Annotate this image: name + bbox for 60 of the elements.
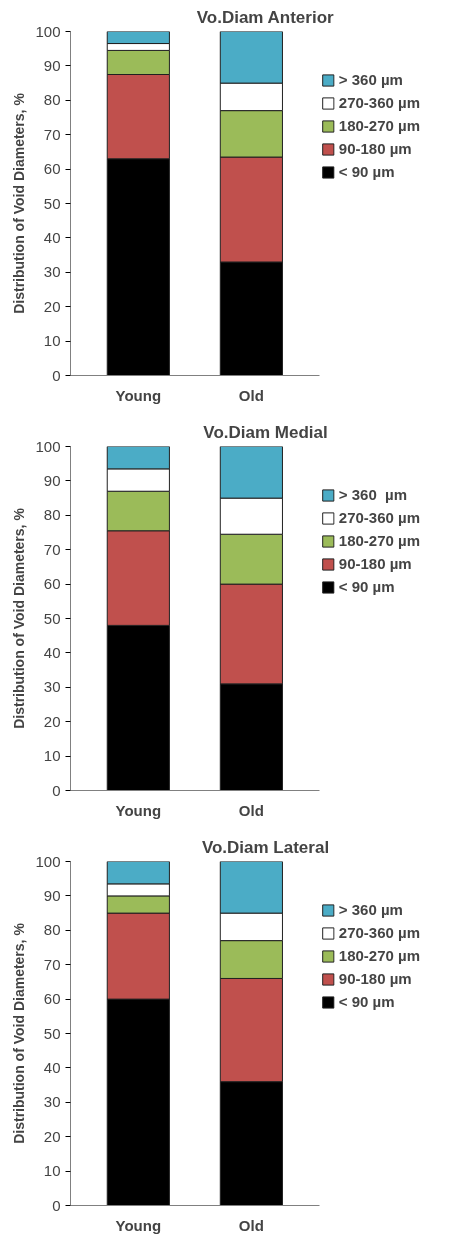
y-tick-label: 90 xyxy=(43,886,61,904)
y-tick-label: 100 xyxy=(35,22,61,40)
y-tick-label: 70 xyxy=(43,540,61,558)
chart-title: Vo.Diam Anterior xyxy=(196,7,335,27)
legend-label: < 90 µm xyxy=(338,578,395,595)
legend-label: < 90 µm xyxy=(338,993,395,1010)
legend-label: > 360 µm xyxy=(338,901,403,918)
y-tick-label: 30 xyxy=(43,1093,61,1111)
y-tick-label: 30 xyxy=(43,678,61,696)
legend-label: 180-270 µm xyxy=(338,532,420,549)
y-tick-label: 40 xyxy=(43,228,61,246)
y-tick-label: 10 xyxy=(43,747,61,765)
y-tick-label: 40 xyxy=(43,1058,61,1076)
y-tick-label: 70 xyxy=(43,125,61,143)
y-tick-label: 40 xyxy=(43,643,61,661)
legend-label: 90-180 µm xyxy=(338,555,412,572)
y-tick-label: 30 xyxy=(43,263,61,281)
y-tick-label: 10 xyxy=(43,1162,61,1180)
legend-label: 270-360 µm xyxy=(338,509,420,526)
y-tick-label: 60 xyxy=(43,990,61,1008)
legend-label: > 360 µm xyxy=(338,486,408,503)
x-tick-label: Old xyxy=(238,1216,264,1234)
y-tick-label: 60 xyxy=(43,575,61,593)
y-tick-label: 0 xyxy=(52,366,61,384)
y-tick-label: 70 xyxy=(43,955,61,973)
x-tick-label: Young xyxy=(115,386,162,404)
chart-title: Vo.Diam Lateral xyxy=(201,837,330,857)
y-tick-label: 90 xyxy=(43,56,61,74)
legend-label: 270-360 µm xyxy=(338,924,420,941)
legend-label: 180-270 µm xyxy=(338,117,420,134)
y-tick-label: 80 xyxy=(43,921,61,939)
legend-label: < 90 µm xyxy=(338,163,395,180)
y-tick-label: 90 xyxy=(43,471,61,489)
x-tick-label: Old xyxy=(238,801,264,819)
x-tick-label: Old xyxy=(238,386,264,404)
legend-label: 270-360 µm xyxy=(338,94,420,111)
legend-label: > 360 µm xyxy=(338,71,403,88)
y-tick-label: 0 xyxy=(52,781,61,799)
x-tick-label: Young xyxy=(115,801,162,819)
x-tick-label: Young xyxy=(115,1216,162,1234)
y-tick-label: 100 xyxy=(35,852,61,870)
y-tick-label: 0 xyxy=(52,1196,61,1214)
y-tick-label: 50 xyxy=(43,1024,61,1042)
y-tick-label: 20 xyxy=(43,712,61,730)
y-tick-label: 50 xyxy=(43,194,61,212)
y-tick-label: 60 xyxy=(43,160,61,178)
y-tick-label: 50 xyxy=(43,609,61,627)
y-axis-title: Distribution of Void Diameters, % xyxy=(11,922,28,1144)
y-tick-label: 10 xyxy=(43,332,61,350)
chart-title: Vo.Diam Medial xyxy=(203,422,328,442)
y-axis-title: Distribution of Void Diameters, % xyxy=(11,92,28,314)
legend-label: 90-180 µm xyxy=(338,970,412,987)
y-tick-label: 100 xyxy=(35,437,61,455)
legend-label: 90-180 µm xyxy=(338,140,412,157)
y-tick-label: 20 xyxy=(43,297,61,315)
y-axis-title: Distribution of Void Diameters, % xyxy=(11,507,28,729)
y-tick-label: 80 xyxy=(43,91,61,109)
legend-label: 180-270 µm xyxy=(338,947,420,964)
y-tick-label: 20 xyxy=(43,1127,61,1145)
y-tick-label: 80 xyxy=(43,506,61,524)
